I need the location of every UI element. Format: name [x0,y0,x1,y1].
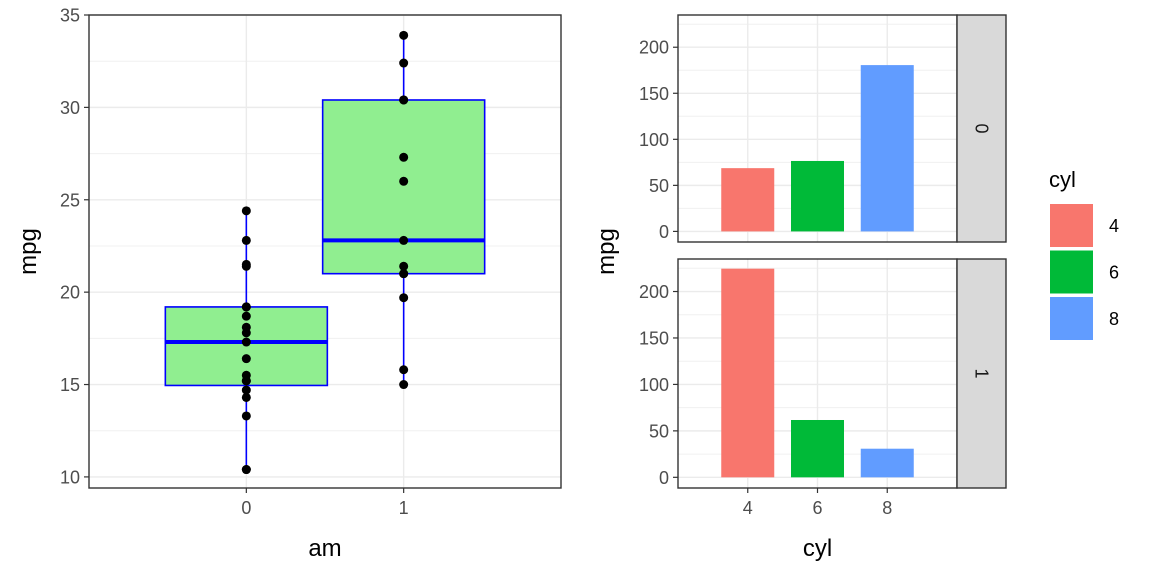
bar-cyl-6-am-0 [791,160,844,232]
x-tick-label: 0 [241,498,251,518]
facet-strip [956,14,1007,243]
bar-cyl-8-am-0 [860,65,914,232]
data-point [241,465,251,475]
y-tick-label: 150 [639,84,669,104]
box-1 [321,99,486,275]
legend-label: 4 [1109,216,1119,236]
y-tick-label: 10 [60,467,80,487]
data-point [399,261,409,271]
data-point [399,269,409,279]
data-point [399,235,409,245]
data-point [241,328,251,338]
boxplot-panel: 10 15 20 25 30 35 0 1 am mpg [15,6,562,562]
data-point [241,376,251,386]
y-tick-label: 100 [639,130,669,150]
data-point [399,176,409,186]
data-point [241,206,251,216]
y-tick-label: 50 [649,421,669,441]
bar-cyl-4-am-0 [721,168,775,232]
x-tick-label: 8 [882,498,892,518]
y-axis-title: mpg [15,228,42,275]
legend: cyl 4 6 8 [1049,167,1119,340]
y-tick-label: 20 [60,283,80,303]
y-tick-label: 200 [639,38,669,58]
x-tick-label: 6 [812,498,822,518]
data-point [399,380,409,390]
y-tick-label: 150 [639,328,669,348]
legend-key-8 [1050,297,1093,340]
legend-label: 6 [1109,263,1119,283]
data-point [399,95,409,105]
x-axis-title: cyl [803,535,832,562]
data-point [399,293,409,303]
x-axis-title: am [308,535,341,562]
data-point [241,411,251,421]
panel-border [88,14,562,489]
y-tick-label: 35 [60,6,80,26]
bar-cyl-6-am-1 [791,419,844,478]
y-tick-label: 100 [639,375,669,395]
data-point [241,311,251,321]
y-tick-label: 0 [659,468,669,488]
faceted-bar-panel: 0 0 50 100 150 200 1 0 50 100 150 200 4 6 8 cyl mpg cyl 4 6… [593,14,1119,562]
facet-strip [956,258,1007,489]
data-point [241,259,251,269]
y-tick-label: 50 [649,176,669,196]
data-point [399,152,409,162]
facet-strip-label: 1 [972,368,992,378]
y-axis-title: mpg [593,228,620,275]
facet-1: 1 0 50 100 150 200 [639,258,1007,489]
y-tick-label: 200 [639,282,669,302]
bar-cyl-4-am-1 [721,268,775,478]
legend-label: 8 [1109,309,1119,329]
data-point [241,235,251,245]
y-tick-label: 30 [60,98,80,118]
legend-key-4 [1050,204,1093,247]
facet-strip-label: 0 [972,123,992,133]
x-tick-label: 1 [399,498,409,518]
data-point [241,392,251,402]
legend-key-6 [1050,250,1093,294]
data-point [399,58,409,68]
legend-title: cyl [1049,167,1076,192]
data-point [241,354,251,364]
data-point [241,302,251,312]
x-tick-label: 4 [743,498,753,518]
data-point [399,30,409,40]
y-tick-label: 0 [659,222,669,242]
facet-0: 0 0 50 100 150 200 [639,14,1007,243]
y-tick-label: 25 [60,190,80,210]
data-point [399,365,409,375]
data-point [241,337,251,347]
bar-cyl-8-am-1 [860,448,914,478]
y-tick-label: 15 [60,375,80,395]
data-point [241,385,251,395]
